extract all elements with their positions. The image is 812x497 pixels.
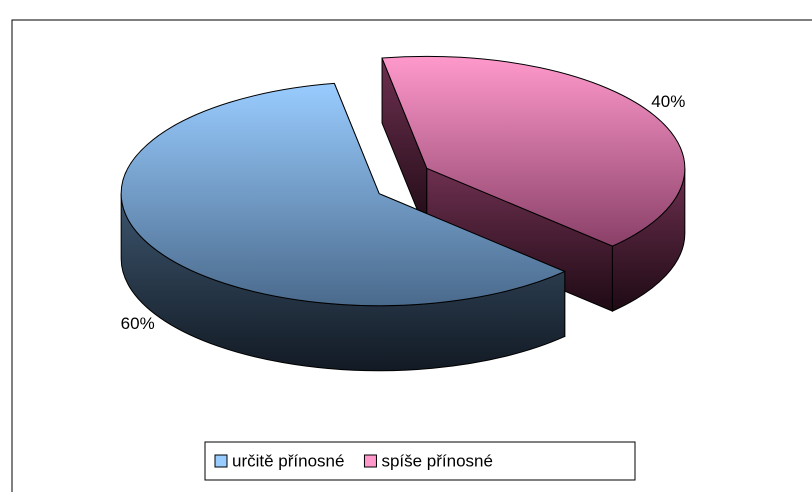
legend-label: určitě přínosné xyxy=(232,451,344,470)
slice xyxy=(381,55,686,247)
data-label: 60% xyxy=(121,314,155,333)
slice xyxy=(120,82,567,307)
legend-swatch xyxy=(363,454,377,468)
legend-swatch xyxy=(214,454,228,468)
chart-border xyxy=(11,19,812,492)
data-label: 40% xyxy=(651,92,685,111)
legend-box xyxy=(204,441,636,481)
legend-label: spíše přínosné xyxy=(381,451,493,470)
